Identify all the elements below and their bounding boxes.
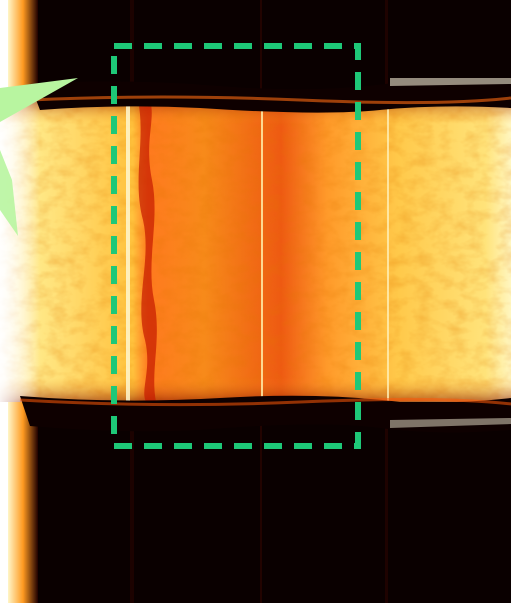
- band-top-edge: [30, 81, 511, 113]
- highlight-region: [111, 43, 361, 449]
- bright-band: [0, 100, 511, 402]
- pointer-arrow-lower: [0, 150, 18, 236]
- pointer-arrow-upper: [0, 78, 78, 122]
